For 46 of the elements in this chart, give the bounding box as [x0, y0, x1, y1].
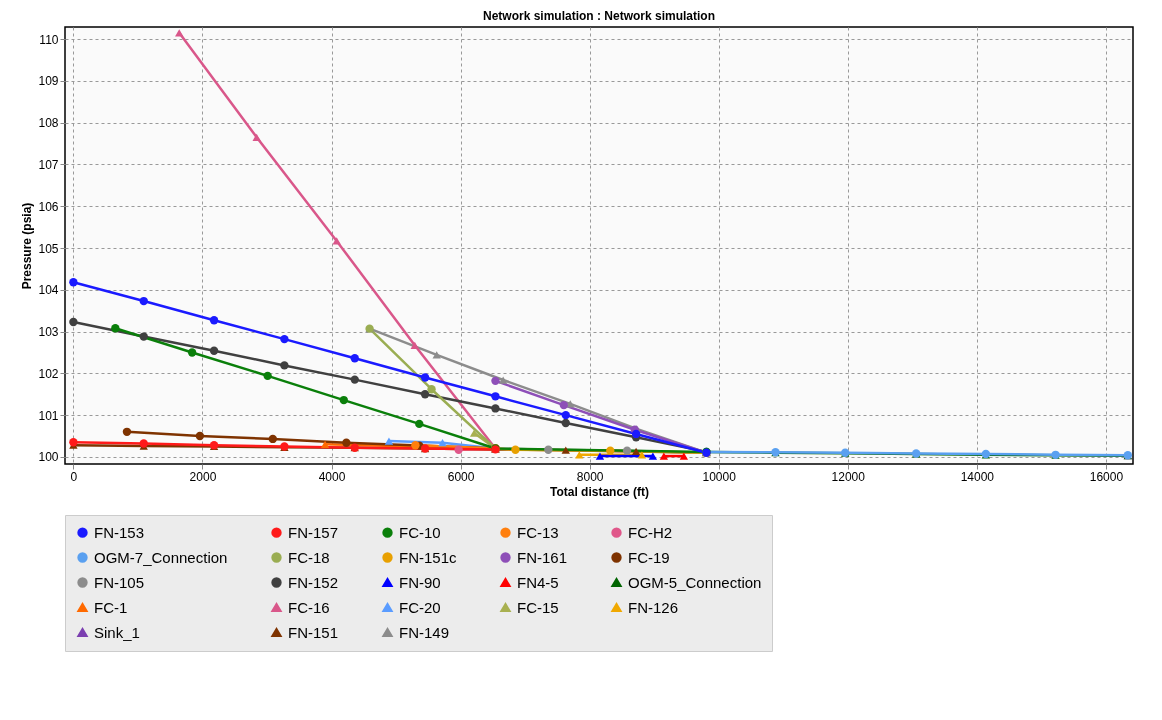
- y-tick-label: 110: [39, 32, 59, 47]
- chart-title: Network simulation : Network simulation: [482, 9, 716, 23]
- legend-label: FC-13: [517, 523, 559, 541]
- y-tick-label: 100: [38, 450, 59, 465]
- x-axis-title: Total distance (ft): [549, 484, 650, 499]
- legend-label: FN-151: [288, 623, 339, 641]
- legend-label: FN-149: [399, 623, 450, 641]
- legend-label: Sink_1: [94, 623, 140, 641]
- legend-label: FN-151c: [399, 548, 458, 566]
- y-tick-label: 109: [38, 74, 59, 89]
- y-tick-label: 101: [38, 408, 59, 423]
- legend-label: FN-105: [94, 573, 145, 591]
- legend-label: OGM-5_Connection: [628, 573, 762, 591]
- y-tick-label: 102: [38, 366, 59, 381]
- legend-label: FC-19: [628, 548, 670, 566]
- legend-label: FN-152: [288, 573, 339, 591]
- x-tick-label: 10000: [702, 469, 737, 484]
- y-tick-label: 108: [38, 116, 59, 131]
- x-tick-label: 2000: [189, 469, 217, 484]
- y-tick-label: 103: [38, 325, 59, 340]
- legend-label: FC-20: [399, 598, 441, 616]
- x-tick-label: 4000: [318, 469, 346, 484]
- x-tick-label: 14000: [960, 469, 995, 484]
- x-tick-label: 8000: [576, 469, 604, 484]
- legend-label: FC-18: [288, 548, 330, 566]
- legend-label: FC-1: [94, 598, 128, 616]
- legend-label: FN4-5: [517, 573, 559, 591]
- legend-label: FC-H2: [628, 523, 673, 541]
- y-axis-title: Pressure (psia): [20, 202, 35, 290]
- y-tick-label: 107: [38, 157, 59, 172]
- legend-label: FN-161: [517, 548, 568, 566]
- y-tick-label: 105: [38, 241, 59, 256]
- x-tick-label: 12000: [831, 469, 866, 484]
- x-tick-label: 16000: [1089, 469, 1124, 484]
- legend-label: FC-15: [517, 598, 559, 616]
- legend-label: FN-157: [288, 523, 339, 541]
- legend-label: FC-16: [288, 598, 330, 616]
- legend-label: FN-153: [94, 523, 145, 541]
- x-tick-label: 6000: [447, 469, 475, 484]
- legend-label: FN-90: [399, 573, 441, 591]
- y-tick-label: 104: [38, 283, 59, 298]
- legend-label: FC-10: [399, 523, 441, 541]
- legend-label: OGM-7_Connection: [94, 548, 228, 566]
- x-tick-label: 0: [70, 469, 78, 484]
- legend-label: FN-126: [628, 598, 679, 616]
- y-tick-label: 106: [38, 199, 59, 214]
